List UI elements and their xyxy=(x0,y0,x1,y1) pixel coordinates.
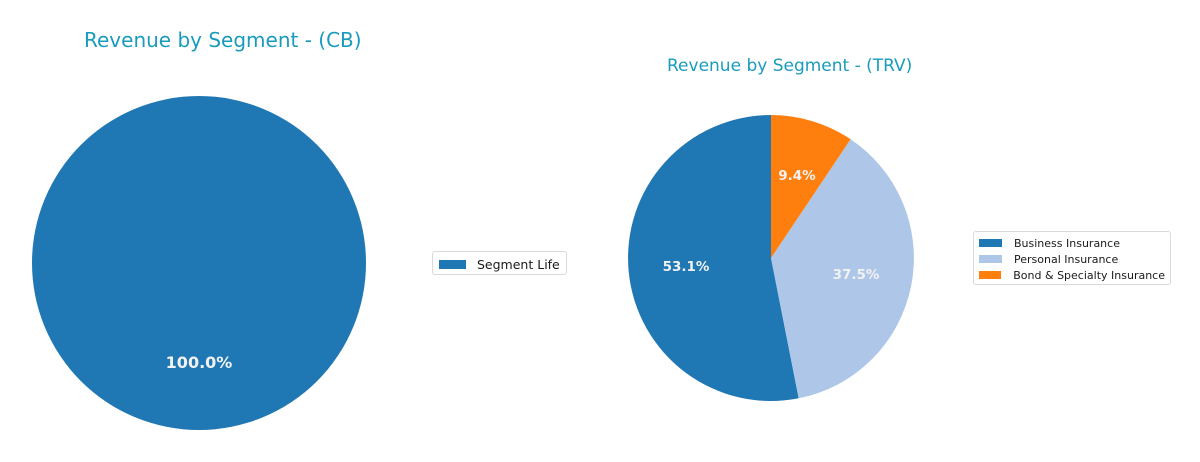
cb-pct-label-segment-life: 100.0% xyxy=(166,353,233,372)
trv-legend-item-business: Business Insurance xyxy=(979,235,1165,251)
cb-legend-item-segment-life: Segment Life xyxy=(439,256,560,272)
legend-swatch-icon xyxy=(979,271,1002,279)
trv-legend-item-bond: Bond & Specialty Insurance xyxy=(979,267,1165,283)
trv-pct-label-bond: 9.4% xyxy=(778,168,816,184)
cb-slice-segment-life xyxy=(32,96,366,430)
cb-pie: 100.0% xyxy=(32,96,366,430)
trv-slice-bond-specialty-insurance xyxy=(771,115,851,258)
legend-label: Segment Life xyxy=(477,256,560,272)
cb-chart-title: Revenue by Segment - (CB) xyxy=(84,28,362,52)
trv-pct-label-personal: 37.5% xyxy=(833,267,880,283)
legend-label: Business Insurance xyxy=(1014,236,1120,250)
legend-label: Personal Insurance xyxy=(1014,252,1119,266)
trv-legend: Business Insurance Personal Insurance Bo… xyxy=(973,231,1171,285)
trv-legend-item-personal: Personal Insurance xyxy=(979,251,1165,267)
legend-swatch-icon xyxy=(979,239,1002,247)
cb-legend: Segment Life xyxy=(432,251,567,275)
trv-slice-personal-insurance xyxy=(771,139,914,399)
legend-swatch-icon xyxy=(979,255,1002,263)
legend-label: Bond & Specialty Insurance xyxy=(1013,268,1165,282)
trv-chart-title: Revenue by Segment - (TRV) xyxy=(667,56,913,76)
legend-swatch-icon xyxy=(439,259,466,269)
trv-slice-business-insurance xyxy=(628,115,799,401)
trv-pct-label-business: 53.1% xyxy=(663,259,710,275)
trv-pie: 53.1% 37.5% 9.4% xyxy=(628,115,914,401)
